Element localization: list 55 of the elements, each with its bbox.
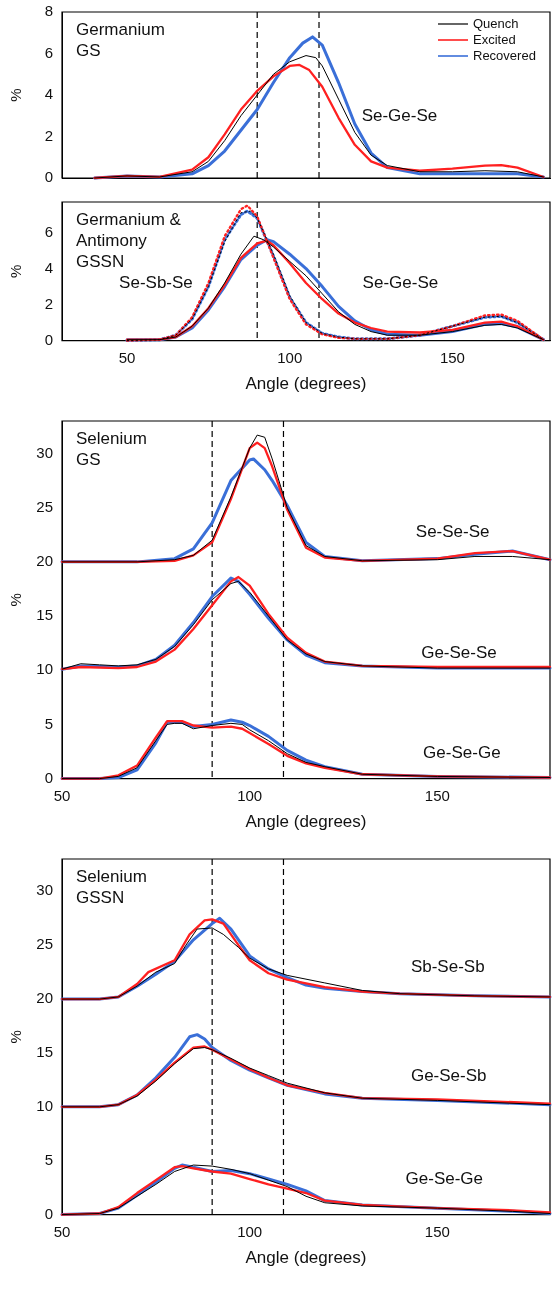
y-tick-label: 2	[44, 294, 53, 312]
x-tick-label: 150	[439, 348, 465, 366]
y-tick-label: 4	[44, 85, 53, 103]
y-tick-label: 2	[44, 126, 53, 144]
annotation: Se-Ge-Se	[361, 106, 438, 126]
text: Germanium & Antimony GSSN	[76, 210, 182, 272]
x-axis-title: Angle (degrees)	[245, 812, 367, 832]
x-tick-label: 100	[237, 786, 263, 804]
y-tick-label: 10	[36, 660, 53, 678]
y-axis-title: %	[7, 1030, 25, 1044]
annotation: Se-Sb-Se	[119, 273, 193, 293]
annotation: Se-Ge-Se	[362, 273, 439, 293]
text: Selenium GSSN	[76, 867, 147, 908]
annotation: Ge-Se-Ge	[405, 1168, 484, 1188]
y-tick-label: 15	[36, 606, 53, 624]
annotation: Ge-Se-Se	[421, 643, 497, 663]
x-axis-title: Angle (degrees)	[245, 1248, 367, 1268]
y-tick-label: 0	[44, 768, 53, 786]
y-tick-label: 0	[44, 168, 53, 186]
y-tick-label: 10	[36, 1096, 53, 1114]
y-tick-label: 30	[36, 881, 53, 899]
y-axis-title: %	[7, 593, 25, 607]
x-axis-title: Angle (degrees)	[245, 374, 367, 394]
legend-label: Excited	[473, 31, 516, 47]
x-tick-label: 150	[424, 1222, 450, 1240]
x-tick-label: 50	[53, 786, 71, 804]
legend-label: Recovered	[473, 47, 536, 63]
y-tick-label: 25	[36, 497, 53, 515]
y-axis-title: %	[7, 88, 25, 102]
x-tick-label: 50	[118, 348, 136, 366]
y-tick-label: 30	[36, 443, 53, 461]
x-tick-label: 100	[237, 1222, 263, 1240]
y-tick-label: 0	[44, 330, 53, 348]
y-tick-label: 5	[44, 1150, 53, 1168]
y-axis-title: %	[7, 264, 25, 278]
annotation: Ge-Se-Ge	[423, 743, 501, 763]
x-tick-label: 100	[277, 348, 303, 366]
y-tick-label: 6	[44, 43, 53, 61]
x-tick-label: 150	[424, 786, 450, 804]
text: Selenium GS	[76, 429, 147, 470]
x-tick-label: 50	[53, 1222, 71, 1240]
y-tick-label: 0	[44, 1204, 53, 1222]
y-tick-label: 8	[44, 2, 53, 20]
annotation: Ge-Se-Sb	[410, 1065, 487, 1085]
y-tick-label: 15	[36, 1043, 53, 1061]
y-tick-label: 20	[36, 552, 53, 570]
y-tick-label: 20	[36, 989, 53, 1007]
annotation: Sb-Se-Sb	[410, 957, 485, 977]
y-tick-label: 4	[44, 258, 53, 276]
y-tick-label: 6	[44, 222, 53, 240]
text: Germanium GS	[76, 20, 165, 61]
y-tick-label: 25	[36, 935, 53, 953]
legend-label: Quench	[473, 15, 519, 31]
y-tick-label: 5	[44, 714, 53, 732]
annotation: Se-Se-Se	[415, 521, 490, 541]
